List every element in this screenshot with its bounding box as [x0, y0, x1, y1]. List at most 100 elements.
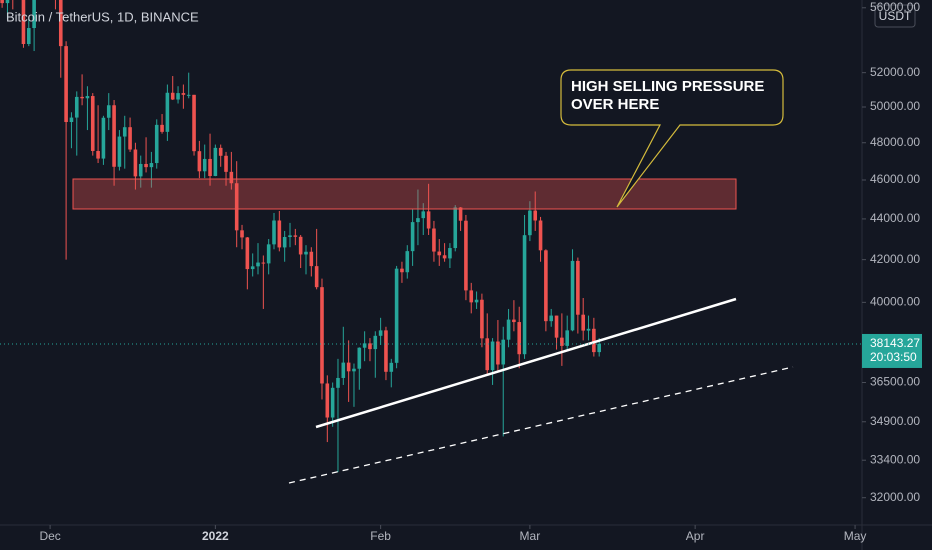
candle-body: [74, 96, 79, 118]
candle-body: [250, 266, 255, 270]
candle-body: [528, 210, 532, 236]
candle-body: [453, 207, 458, 249]
y-tick-label: 48000.00: [870, 135, 920, 149]
candle-body: [400, 268, 404, 273]
trend-line: [315, 297, 737, 429]
candle-body: [138, 163, 143, 177]
candle-body: [330, 387, 335, 418]
candle-body: [421, 211, 426, 219]
candle-body: [261, 262, 266, 264]
y-tick-label: 34900.00: [870, 414, 920, 428]
y-tick-label: 33400.00: [870, 452, 920, 466]
candle-body: [90, 96, 95, 151]
candle-body: [394, 268, 399, 363]
candle-body: [410, 222, 415, 252]
y-tick-label: 56000.00: [870, 0, 920, 14]
y-tick-label: 36500.00: [870, 375, 920, 389]
candle-body: [405, 251, 410, 273]
candle-body: [352, 368, 356, 372]
plot-area: [0, 0, 601, 473]
x-tick-label: Feb: [370, 529, 391, 543]
candle-body: [362, 343, 367, 348]
candle-body: [320, 287, 324, 384]
candle-body: [325, 383, 330, 418]
candle-body: [314, 266, 319, 288]
candle-body: [288, 235, 292, 238]
candle-body: [592, 328, 596, 353]
candle-body: [341, 362, 346, 378]
resistance-zone: [72, 178, 737, 210]
candle-body: [298, 236, 303, 255]
y-tick-label: 50000.00: [870, 99, 920, 113]
y-tick-label: 40000.00: [870, 295, 920, 309]
candle-body: [26, 28, 31, 45]
x-tick-label: Apr: [686, 529, 705, 543]
candle-body: [581, 314, 585, 331]
x-tick-label: Mar: [520, 529, 541, 543]
candle-body: [565, 330, 570, 346]
countdown: 20:03:50: [870, 350, 917, 364]
candle-body: [533, 210, 538, 221]
candle-body: [346, 362, 351, 372]
candle-body: [293, 235, 298, 237]
candle-body: [144, 163, 148, 168]
candle-body: [245, 237, 250, 270]
last-price-box: [862, 333, 922, 368]
candle-body: [469, 290, 474, 303]
candle-body: [240, 230, 244, 238]
candle-body: [538, 220, 543, 251]
candle-body: [544, 250, 548, 322]
candle-body: [197, 151, 202, 172]
y-tick-label: 42000.00: [870, 252, 920, 266]
candle-body: [272, 220, 276, 245]
candle-body: [58, 0, 63, 47]
candle-body: [208, 158, 212, 177]
candle-body: [458, 207, 463, 221]
candle-body: [133, 149, 138, 177]
candle-body: [373, 335, 378, 350]
candle-body: [570, 260, 575, 331]
candle-body: [64, 46, 68, 123]
candle-body: [224, 155, 228, 172]
candle-body: [165, 92, 170, 132]
candle-body: [506, 319, 511, 340]
candle-body: [192, 94, 196, 152]
candle-body: [160, 124, 164, 132]
candle-body: [5, 0, 10, 4]
candle-body: [256, 262, 260, 267]
candle-body: [277, 220, 282, 248]
candle-body: [522, 235, 527, 355]
annotation-line: OVER HERE: [571, 96, 659, 113]
candle-body: [442, 255, 447, 259]
candle-body: [181, 93, 186, 95]
candle-body: [448, 248, 452, 259]
y-tick-label: 52000.00: [870, 65, 920, 79]
candle-body: [176, 93, 180, 100]
candle-body: [517, 322, 522, 355]
candle-body: [426, 211, 431, 229]
candle-body: [357, 347, 362, 369]
chart-title: Bitcoin / TetherUS, 1D, BINANCE: [6, 9, 199, 24]
x-tick-label: Dec: [39, 529, 60, 543]
currency: USDT: [879, 9, 912, 23]
annotation-line: HIGH SELLING PRESSURE: [571, 78, 764, 95]
candle-body: [149, 163, 154, 168]
candle-body: [85, 96, 90, 99]
candle-body: [586, 328, 591, 331]
candle-body: [69, 117, 74, 123]
candle-body: [154, 124, 159, 164]
candle-body: [597, 343, 601, 353]
candle-body: [122, 127, 127, 137]
callout: [560, 69, 784, 208]
candle-body: [384, 330, 388, 372]
candle-body: [480, 299, 484, 339]
candle-body: [202, 158, 207, 172]
candle-body: [112, 105, 116, 167]
candle-body: [549, 315, 554, 322]
candle-body: [496, 341, 500, 365]
candle-body: [432, 228, 436, 252]
candle-body: [437, 251, 442, 256]
candle-body: [266, 244, 271, 264]
